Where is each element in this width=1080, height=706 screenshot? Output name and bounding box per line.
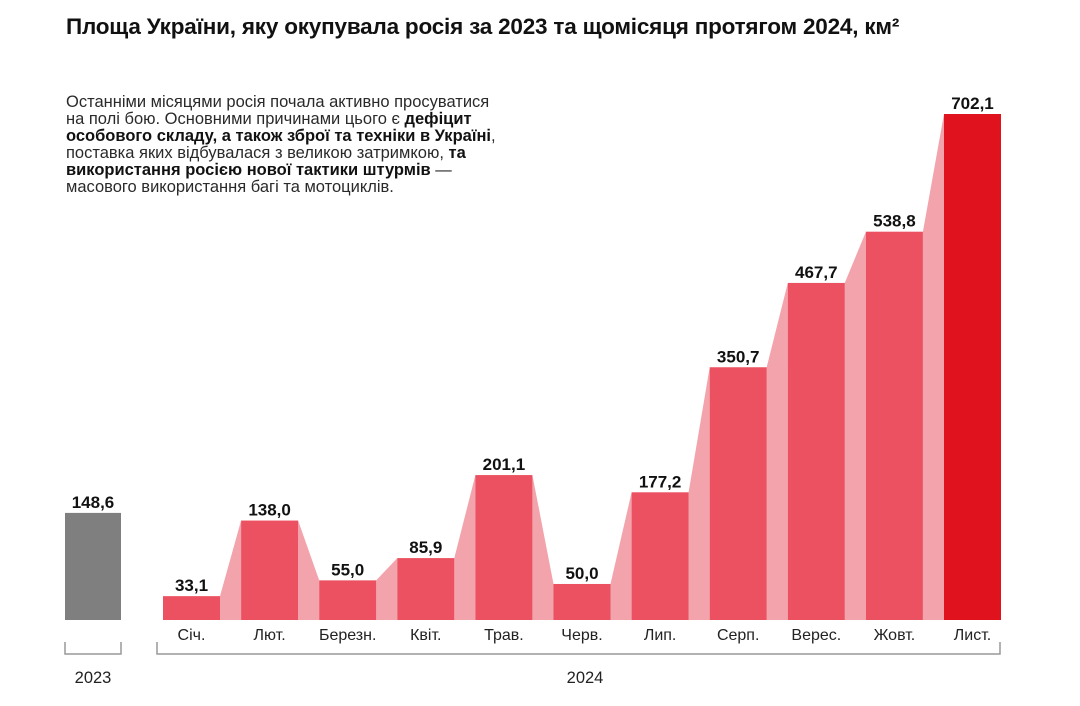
value-label: 33,1 [175,576,208,595]
bar-connector [844,231,866,620]
bar-connectors [220,114,944,620]
value-label: 201,1 [483,455,526,474]
category-label: Трав. [484,627,524,644]
bar-9 [787,282,845,620]
bar-connector [688,367,710,620]
category-label: Серп. [717,627,759,644]
bar-connector [298,520,320,620]
bar-3 [319,580,377,620]
bar-connector [220,520,242,620]
value-label: 177,2 [639,472,682,491]
category-label: Лют. [254,627,286,644]
description-text: — масового використання багі та мотоцикл… [66,161,452,196]
value-label: 85,9 [409,538,442,557]
bar-5 [475,475,533,620]
value-label: 55,0 [331,560,364,579]
value-label: 350,7 [717,347,760,366]
bar-connector [376,558,398,620]
bar-connector [922,114,944,620]
description-bold-text: та використання росією нової тактики шту… [66,144,466,179]
bar-11 [944,114,1001,620]
bars [65,114,1001,620]
bar-4 [397,558,455,620]
category-labels: Січ. Лют. Березн. Квіт. Трав. Черв. Лип. Серп. В… [178,627,992,644]
bracket-2024 [156,642,1001,655]
description-text: , поставка яких відбувалася з великою за… [66,127,496,162]
value-label: 148,6 [72,493,115,512]
year-brackets: 2023 2024 [64,642,1001,687]
bar-8 [709,367,767,620]
value-label: 702,1 [951,94,994,113]
category-label: Лист. [954,627,991,644]
bar-2 [241,520,299,620]
year-label-2023: 2023 [75,669,112,687]
category-label: Верес. [791,627,841,644]
bar-connector [454,475,476,620]
category-label: Березн. [319,627,376,644]
chart-description: Останніми місяцями росія почала активно … [66,94,506,196]
category-label: Жовт. [874,627,916,644]
description-bold-text: дефіцит особового складу, а також зброї … [66,110,492,145]
value-label: 467,7 [795,263,838,282]
bar-7 [631,492,689,620]
bar-connector [610,492,632,620]
value-label: 538,8 [873,212,916,231]
value-label: 50,0 [565,564,598,583]
bar-6 [553,583,611,620]
bar-2023 [65,512,121,620]
value-labels: 148,6 33,1 138,0 55,0 85,9 201,1 50,0 177,2 350,… [72,94,994,595]
chart-title: Площа України, яку окупувала росія за 20… [66,14,900,39]
bar-connector [766,282,788,620]
value-label: 138,0 [248,501,291,520]
category-label: Січ. [178,627,206,644]
category-label: Квіт. [410,627,441,644]
bar-connector [532,475,554,620]
bar-1 [163,596,220,620]
category-label: Лип. [644,627,677,644]
bar-10 [865,231,923,620]
bracket-2023 [64,642,122,655]
year-label-2024: 2024 [567,669,604,687]
description-text: Останніми місяцями росія почала активно … [66,93,490,128]
category-label: Черв. [561,627,602,644]
